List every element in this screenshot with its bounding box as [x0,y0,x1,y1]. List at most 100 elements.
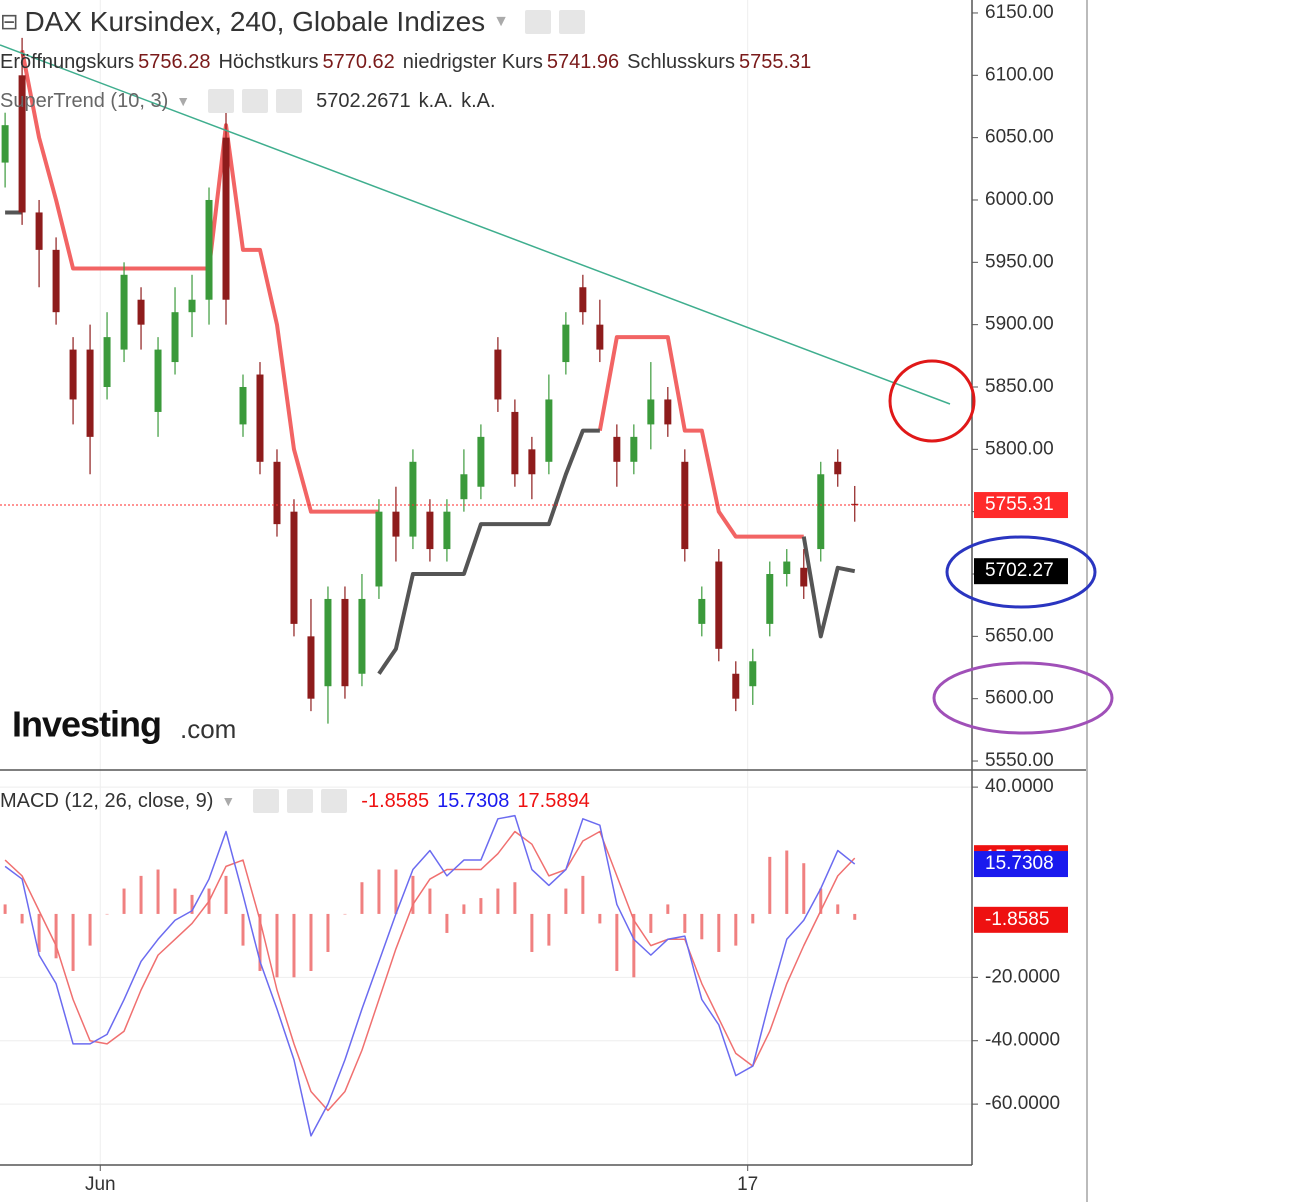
candle-body [494,349,502,400]
candle-body [647,399,655,425]
histogram-bar [445,913,449,933]
histogram-bar [751,913,755,924]
icon-button[interactable] [208,89,235,113]
supertrend-bear [20,49,379,514]
candle-body [69,349,77,400]
dropdown[interactable]: ▼ [493,13,509,30]
candle-body [528,449,536,475]
histogram-bar [377,869,381,914]
supertrend-row: SuperTrend (10, 3) ▼ 5702.2671 k.A. k.A. [0,89,504,113]
icon-button[interactable] [524,10,551,34]
histogram-bar [54,913,58,959]
histogram-bar [156,869,160,914]
histogram-bar [428,888,432,914]
indicator-name: SuperTrend (10, 3) [0,89,169,112]
histogram-bar [632,913,636,978]
candle-body [392,511,400,537]
watermark: Investing [12,704,161,745]
histogram-bar [37,913,41,952]
histogram-bar [513,882,517,914]
collapse-icon[interactable]: ⊟ [0,9,19,34]
indicator-value: k.A. [418,89,454,112]
candle-body [18,75,26,213]
icon-button[interactable] [287,789,314,813]
ohlc-value: 5741.96 [546,51,620,73]
ohlc-label: niedrigster Kurs [402,51,543,73]
annotation-circle [945,535,1097,609]
candle-body [613,436,621,462]
indicator-value: 5702.2671 [316,89,411,112]
candle-body [630,436,638,462]
histogram-bar [173,888,177,914]
candle-body [120,274,128,350]
histogram-bar [530,913,534,952]
histogram-bar [71,913,75,971]
annotation-circle [932,661,1114,735]
y-tick-label: 5850.00 [985,376,1054,397]
candle-body [562,324,570,363]
candle-body [409,461,417,537]
macd-box [974,851,1068,878]
dropdown[interactable]: ▼ [221,793,236,809]
dropdown[interactable]: ▼ [176,93,191,109]
histogram-box-text: -1.8585 [985,909,1049,930]
indicator-name: MACD (12, 26, close, 9) [0,789,214,812]
histogram-bar [139,875,143,914]
candle-body [86,349,94,437]
ohlc-row: Eröffnungskurs 5756.28 Höchstkurs 5770.62 … [0,51,819,74]
candle-body [324,598,332,687]
supertrend-box-text: 5702.27 [985,560,1054,581]
histogram-bar [785,850,789,914]
histogram-bar [292,913,296,978]
candle-body [545,399,553,462]
supertrend-bull [801,536,856,639]
histogram-bar [258,913,262,971]
trend-line [0,44,951,405]
candle-body [103,337,111,387]
candle-body [137,299,145,325]
histogram-bar [360,882,364,914]
annotation-circle [888,359,976,443]
candle-body [749,661,757,687]
y-tick-label: 40.0000 [985,776,1054,797]
title-row: ⊟ DAX Kursindex, 240, Globale Indizes ▼ [0,6,593,38]
y-tick-label: 5800.00 [985,438,1054,459]
candle-body [817,474,825,550]
y-tick-label: 5950.00 [985,251,1054,272]
histogram-bar [122,888,126,914]
histogram-bar [241,913,245,946]
histogram-bar [496,888,500,914]
ohlc-value: 5756.28 [138,51,211,73]
candle-body [239,386,247,425]
icon-button[interactable] [242,89,269,113]
histogram-bar [326,913,330,952]
candle-body [290,511,298,624]
x-tick-label: Jun [85,1174,116,1195]
histogram-box [974,906,1068,933]
candle-body [188,299,196,313]
candle-body [443,511,451,550]
histogram-bar [666,904,670,914]
icon-button[interactable] [276,89,303,113]
ohlc-label: Schlusskurs [627,51,735,73]
y-tick-label: -60.0000 [985,1093,1060,1114]
candle-body [154,349,162,412]
histogram-bar [734,913,738,946]
y-tick-label: 5550.00 [985,750,1054,771]
y-tick-label: 5900.00 [985,314,1054,335]
histogram-bar [411,875,415,914]
macd-box-text: 15.7308 [985,853,1054,874]
icon-button[interactable] [253,789,280,813]
candle-body [375,511,383,587]
candle-body [52,249,60,313]
candle-body [511,411,519,475]
icon-button[interactable] [321,789,348,813]
last-price-box [974,492,1068,519]
watermark: .com [180,714,236,744]
icon-button[interactable] [558,10,585,34]
histogram-bar [768,856,772,914]
histogram-bar [564,888,568,914]
histogram-bar [224,875,228,914]
chart-title: DAX Kursindex, 240, Globale Indizes [24,6,486,37]
